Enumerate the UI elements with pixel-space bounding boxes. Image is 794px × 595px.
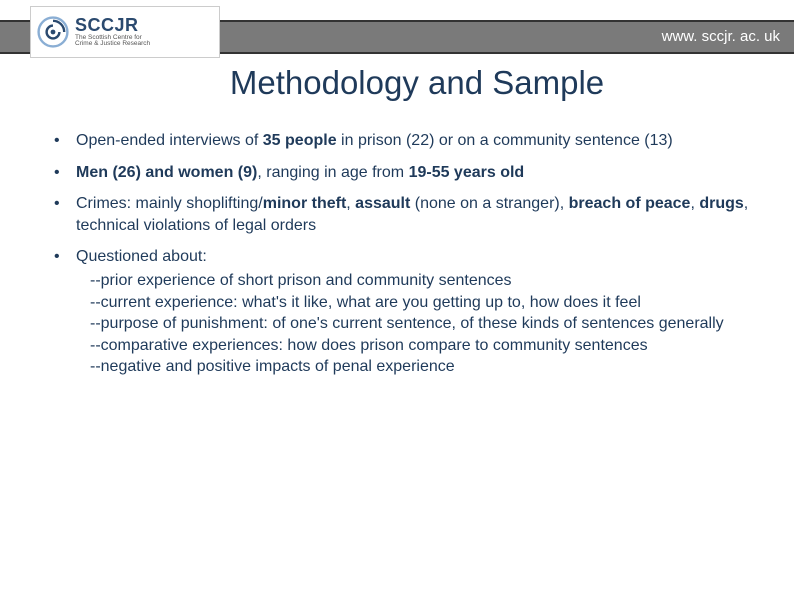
logo: SCCJR The Scottish Centre for Crime & Ju… [30, 6, 220, 58]
sub-line: --current experience: what's it like, wh… [100, 292, 754, 314]
logo-acronym: SCCJR [75, 16, 150, 35]
text-run: , [690, 195, 699, 212]
sub-lines: --prior experience of short prison and c… [76, 270, 754, 378]
text-run: , ranging in age from [257, 164, 408, 181]
logo-swirl-icon [37, 16, 69, 48]
logo-text: SCCJR The Scottish Centre for Crime & Ju… [75, 16, 150, 49]
text-run: in prison (22) or on a community sentenc… [337, 132, 673, 149]
text-bold: minor theft [263, 195, 347, 212]
text-run: , [346, 195, 355, 212]
bullet-item: Men (26) and women (9), ranging in age f… [48, 162, 754, 184]
bullet-item: Crimes: mainly shoplifting/minor theft, … [48, 193, 754, 236]
bullet-item: Open-ended interviews of 35 people in pr… [48, 130, 754, 152]
sub-line: --purpose of punishment: of one's curren… [100, 313, 754, 335]
text-run: Questioned about: [76, 248, 207, 265]
text-bold: breach of peace [569, 195, 691, 212]
sub-line: --comparative experiences: how does pris… [100, 335, 754, 357]
text-bold: assault [355, 195, 410, 212]
text-bold: drugs [699, 195, 743, 212]
text-bold: Men (26) and women (9) [76, 164, 257, 181]
text-run: (none on a stranger), [410, 195, 568, 212]
header-url: www. sccjr. ac. uk [662, 28, 780, 45]
logo-subline-2: Crime & Justice Research [75, 41, 150, 48]
text-bold: 35 people [263, 132, 337, 149]
text-bold: 19-55 years old [409, 164, 525, 181]
content-area: Open-ended interviews of 35 people in pr… [48, 130, 754, 388]
sub-line: --prior experience of short prison and c… [100, 270, 754, 292]
sub-line: --negative and positive impacts of penal… [100, 356, 754, 378]
text-run: Open-ended interviews of [76, 132, 263, 149]
text-run: Crimes: mainly shoplifting/ [76, 195, 263, 212]
bullet-list: Open-ended interviews of 35 people in pr… [48, 130, 754, 378]
slide-title: Methodology and Sample [0, 64, 794, 102]
bullet-item: Questioned about: --prior experience of … [48, 246, 754, 378]
